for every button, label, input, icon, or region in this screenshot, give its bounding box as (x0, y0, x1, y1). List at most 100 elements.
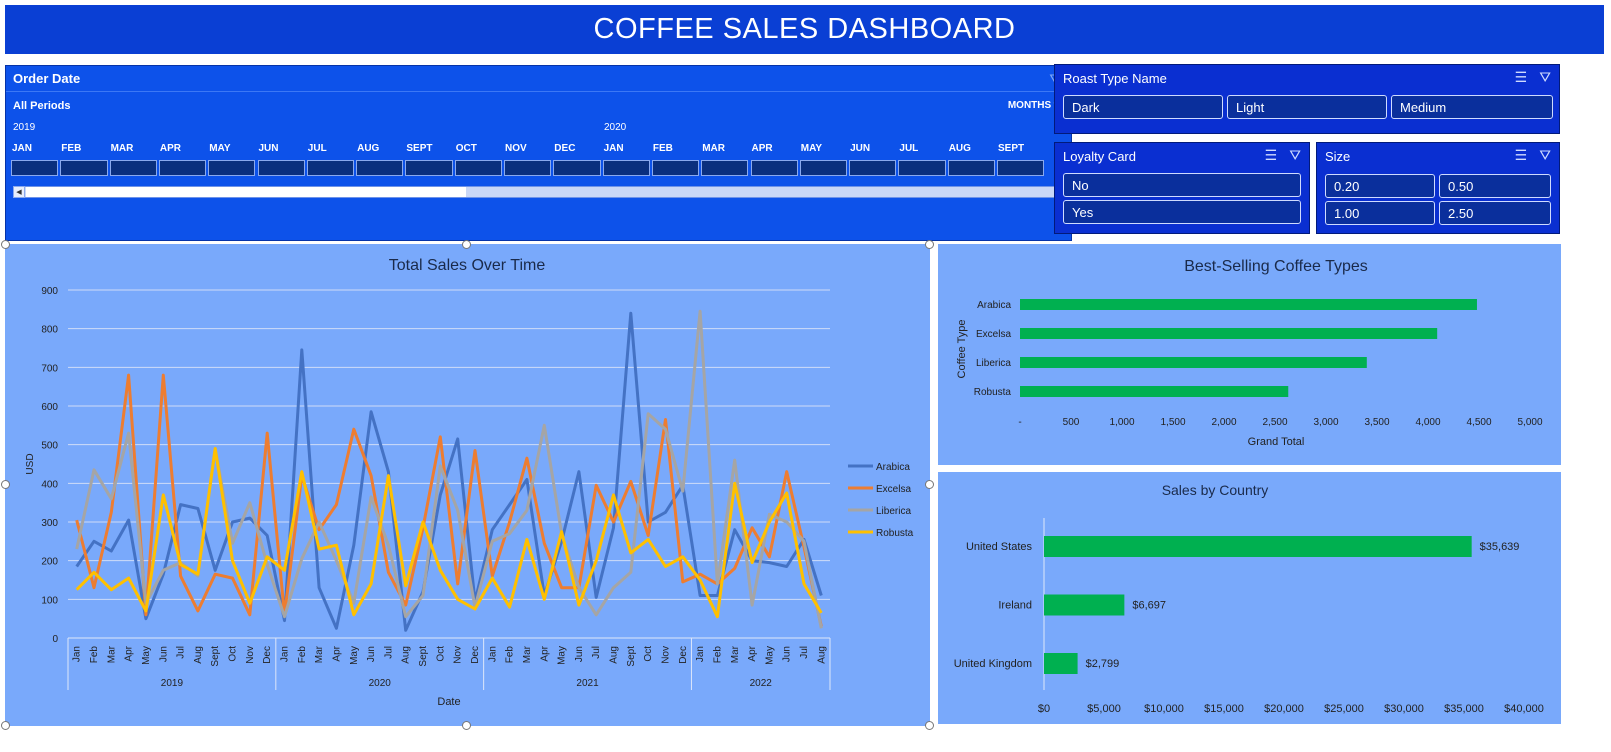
timeline-month-cell[interactable] (158, 160, 207, 176)
x-tick-label: Apr (539, 645, 550, 661)
slicer-item-dark[interactable]: Dark (1063, 95, 1223, 119)
resize-handle[interactable] (462, 240, 471, 249)
data-label: $6,697 (1132, 600, 1166, 612)
best-selling-coffee-chart[interactable]: Best-Selling Coffee Types Arabica Excelsa L… (938, 244, 1561, 465)
slicer-item-light[interactable]: Light (1227, 95, 1387, 119)
bar-excelsa (1020, 328, 1438, 339)
x-tick-label: 3,000 (1313, 417, 1338, 428)
timeline-month-cell[interactable] (750, 160, 798, 176)
y-tick-label: 300 (41, 518, 58, 529)
y-tick-label: 0 (52, 634, 58, 645)
timeline-month-cell[interactable] (602, 160, 650, 176)
x-tick-label: Apr (124, 645, 135, 661)
timeline-month-label: AUG (357, 143, 380, 154)
multi-select-icon[interactable]: ☰ (1264, 147, 1278, 163)
scroll-left-icon[interactable]: ◀ (13, 186, 25, 198)
timeline-month-cell[interactable] (60, 160, 108, 176)
slicer-item-size[interactable]: 1.00 (1325, 201, 1435, 225)
x-tick-label: Jan (695, 646, 706, 662)
timeline-month-label: JUN (850, 143, 871, 154)
y-tick-label: 800 (41, 325, 58, 336)
timeline-month-label: FEB (61, 143, 82, 154)
x-tick-label: Jul (176, 646, 187, 659)
timeline-title: Order Date (13, 71, 81, 86)
timeline-month-cell[interactable] (898, 160, 946, 176)
legend-label: Excelsa (876, 484, 911, 495)
resize-handle[interactable] (1, 240, 10, 249)
multi-select-icon[interactable]: ☰ (1514, 147, 1528, 163)
resize-handle[interactable] (1, 480, 10, 489)
timeline-month-cell[interactable] (356, 160, 404, 176)
resize-handle[interactable] (462, 721, 471, 730)
sales-over-time-chart[interactable]: Total Sales Over Time 0 100 200 300 400 500 600… (5, 244, 930, 726)
chart-title: Sales by Country (1162, 482, 1269, 498)
timeline-scroll-thumb[interactable] (26, 187, 466, 197)
y-tick-label: 200 (41, 557, 58, 568)
timeline-month-cell[interactable] (701, 160, 749, 176)
x-tick-label: - (1018, 417, 1021, 428)
timeline-month-label: JUN (258, 143, 279, 154)
order-date-timeline[interactable]: Order Date ⛛ All Periods MONTHS ▾ 2019 2… (5, 65, 1072, 241)
slicer-item-medium[interactable]: Medium (1391, 95, 1553, 119)
slicer-item-size[interactable]: 0.20 (1325, 174, 1435, 198)
slicer-item-yes[interactable]: Yes (1063, 200, 1301, 224)
resize-handle[interactable] (1, 721, 10, 730)
timeline-month-cell[interactable] (997, 160, 1045, 176)
x-tick-label: Mar (730, 645, 741, 663)
resize-handle[interactable] (925, 240, 934, 249)
timeline-month-cell[interactable] (306, 160, 355, 176)
x-tick-label: Oct (435, 646, 446, 662)
resize-handle[interactable] (925, 480, 934, 489)
coffee-type-svg: Best-Selling Coffee Types Arabica Excelsa L… (956, 258, 1543, 448)
slicer-item-no[interactable]: No (1063, 173, 1301, 197)
x-tick-label: 5,000 (1517, 417, 1542, 428)
x-tick-label: $35,000 (1444, 703, 1484, 715)
timeline-scrollbar[interactable]: ◀ ▶ (13, 186, 1066, 198)
timeline-month-label: MAY (209, 143, 231, 154)
granularity-label: MONTHS (1007, 100, 1052, 111)
multi-select-icon[interactable]: ☰ (1514, 69, 1528, 85)
slicer-item-size[interactable]: 2.50 (1439, 201, 1551, 225)
x-tick-label: 4,000 (1415, 417, 1440, 428)
timeline-month-cell[interactable] (651, 160, 700, 176)
timeline-month-cell[interactable] (504, 160, 552, 176)
sales-by-country-chart[interactable]: Sales by Country United States $35,639 Irel… (938, 472, 1561, 724)
x-tick-label: Jul (591, 646, 602, 659)
timeline-month-cell[interactable] (11, 160, 59, 176)
x-tick-label: $40,000 (1504, 703, 1544, 715)
x-tick-label: 1,000 (1109, 417, 1134, 428)
timeline-month-cell[interactable] (947, 160, 995, 176)
timeline-month-cell[interactable] (208, 160, 256, 176)
timeline-granularity-dropdown[interactable]: MONTHS ▾ (1008, 100, 1059, 111)
clear-filter-icon[interactable]: ⛛ (1289, 147, 1301, 163)
clear-filter-icon[interactable]: ⛛ (1539, 69, 1551, 85)
x-tick-label: $5,000 (1087, 703, 1121, 715)
timeline-month-cell[interactable] (257, 160, 305, 176)
country-svg: Sales by Country United States $35,639 Irel… (954, 482, 1544, 715)
slicer-item-size[interactable]: 0.50 (1439, 174, 1551, 198)
x-tick-label: Nov (453, 646, 464, 664)
timeline-year: 2019 (13, 122, 36, 133)
x-tick-label: May (141, 646, 152, 665)
timeline-month-label: DEC (554, 143, 576, 154)
timeline-month-label: OCT (455, 143, 477, 154)
x-tick-label: Mar (106, 645, 117, 663)
x-axis-label: Grand Total (1248, 436, 1305, 448)
x-tick-label: $15,000 (1204, 703, 1244, 715)
resize-handle[interactable] (925, 721, 934, 730)
timeline-month-cell[interactable] (799, 160, 848, 176)
clear-filter-icon[interactable]: ⛛ (1539, 147, 1551, 163)
slicer-title: Size (1325, 149, 1351, 164)
legend-label: Robusta (876, 528, 914, 539)
x-tick-label: Sept (210, 646, 221, 667)
timeline-month-cell[interactable] (109, 160, 157, 176)
timeline-month-cell[interactable] (405, 160, 453, 176)
timeline-month-label: MAR (702, 143, 725, 154)
timeline-month-cell[interactable] (849, 160, 897, 176)
timeline-month-label: APR (751, 143, 773, 154)
x-tick-label: Jan (72, 646, 83, 662)
timeline-month-cell[interactable] (553, 160, 601, 176)
timeline-month-cell[interactable] (454, 160, 502, 176)
x-tick-label: Apr (331, 645, 342, 661)
x-tick-label: May (764, 646, 775, 665)
